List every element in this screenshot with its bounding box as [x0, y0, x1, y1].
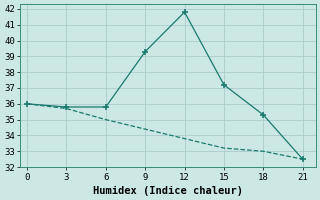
X-axis label: Humidex (Indice chaleur): Humidex (Indice chaleur)	[93, 186, 243, 196]
